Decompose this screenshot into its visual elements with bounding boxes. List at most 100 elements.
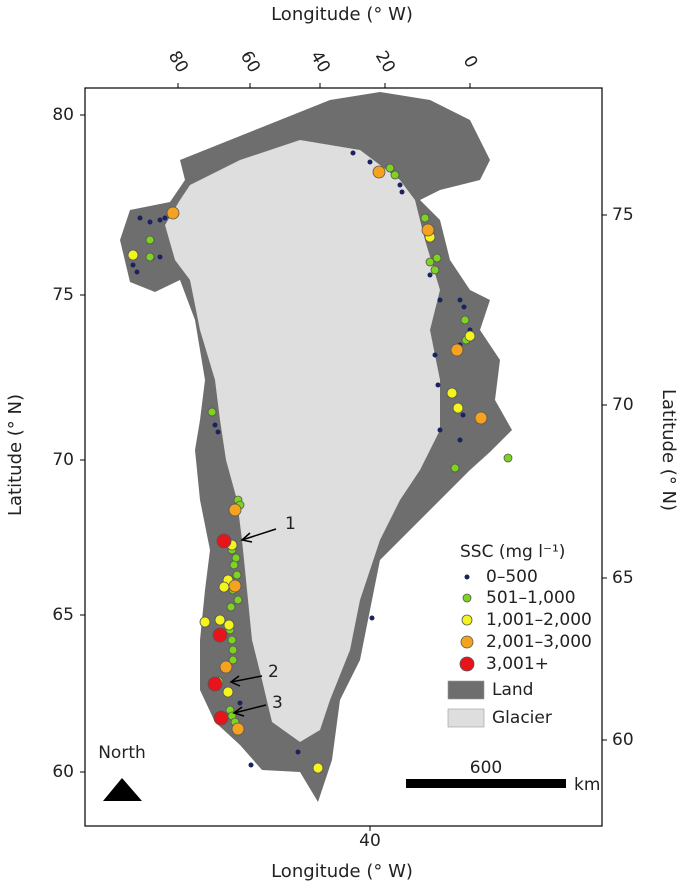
site xyxy=(464,330,476,342)
site xyxy=(452,402,464,414)
site xyxy=(216,533,232,549)
sites xyxy=(127,150,513,774)
top-tick-label: 20 xyxy=(371,48,399,77)
bottom-tick-label: 40 xyxy=(359,831,381,851)
legend: 0–500501–1,0001,001–2,0002,001–3,0003,00… xyxy=(447,567,592,728)
scale-unit: km xyxy=(574,775,600,795)
site xyxy=(222,686,234,698)
left-tick-label: 70 xyxy=(52,450,74,470)
site xyxy=(145,235,155,245)
glacier xyxy=(165,140,440,742)
top-axis-label: Longitude (° W) xyxy=(271,4,413,25)
site xyxy=(219,660,233,674)
site xyxy=(427,272,433,278)
arrow-head xyxy=(240,532,253,543)
bottom-axis-label: Longitude (° W) xyxy=(271,861,413,882)
site xyxy=(457,437,463,443)
site xyxy=(127,249,139,261)
site xyxy=(228,579,242,593)
site xyxy=(232,570,242,580)
site xyxy=(218,581,230,593)
site xyxy=(399,189,405,195)
site xyxy=(421,223,435,237)
legend-label: 1,001–2,000 xyxy=(486,610,592,630)
site xyxy=(437,297,443,303)
site xyxy=(372,165,386,179)
site xyxy=(430,265,440,275)
site xyxy=(137,215,143,221)
site xyxy=(226,602,236,612)
left-tick-label: 65 xyxy=(52,605,74,625)
site xyxy=(134,269,140,275)
site xyxy=(435,382,441,388)
site xyxy=(130,262,136,268)
left-tick-label: 75 xyxy=(52,285,74,305)
site xyxy=(350,150,356,156)
legend-label: 2,001–3,000 xyxy=(486,632,592,652)
annotation: 1 xyxy=(285,514,296,534)
scale-value: 600 xyxy=(470,758,502,778)
legend-marker xyxy=(460,635,474,649)
north-arrow xyxy=(103,778,142,801)
site xyxy=(474,411,488,425)
top-tick-label: 60 xyxy=(236,48,264,77)
site xyxy=(425,257,435,267)
north-label: North xyxy=(98,743,146,763)
top-tick-label: 80 xyxy=(164,48,192,77)
legend-marker xyxy=(459,656,475,672)
right-tick-label: 60 xyxy=(612,730,634,750)
site xyxy=(385,163,395,173)
site xyxy=(213,710,229,726)
site xyxy=(295,749,301,755)
site xyxy=(223,619,235,631)
legend-label: 0–500 xyxy=(486,567,538,587)
legend-label: Glacier xyxy=(492,708,552,728)
arrow xyxy=(233,704,267,714)
arrow xyxy=(230,675,263,683)
left-tick-label: 60 xyxy=(52,762,74,782)
site xyxy=(228,655,238,665)
site xyxy=(450,463,460,473)
site xyxy=(147,219,153,225)
site xyxy=(237,700,243,706)
site xyxy=(503,453,513,463)
site xyxy=(367,159,373,165)
site xyxy=(437,427,443,433)
legend-swatch xyxy=(447,680,485,700)
top-tick-label: 40 xyxy=(306,48,334,77)
site xyxy=(145,252,155,262)
legend-label: Land xyxy=(492,680,533,700)
site xyxy=(312,762,324,774)
legend-label: 501–1,000 xyxy=(486,588,576,608)
site xyxy=(228,503,242,517)
annotation: 2 xyxy=(268,662,279,682)
arrow-head xyxy=(232,706,245,717)
site xyxy=(157,217,163,223)
legend-swatch xyxy=(447,708,485,728)
legend-marker xyxy=(462,593,472,603)
site xyxy=(212,627,228,643)
site xyxy=(212,422,218,428)
site xyxy=(460,315,470,325)
site xyxy=(461,304,467,310)
site xyxy=(207,407,217,417)
legend-label: 3,001+ xyxy=(486,654,549,674)
site xyxy=(450,343,464,357)
legend-marker xyxy=(464,574,470,580)
site xyxy=(446,387,458,399)
site xyxy=(207,676,223,692)
site xyxy=(457,297,463,303)
site xyxy=(369,615,375,621)
left-tick-label: 80 xyxy=(52,105,74,125)
site xyxy=(420,213,430,223)
top-tick-label: 0 xyxy=(459,52,482,71)
right-tick-label: 70 xyxy=(612,395,634,415)
site xyxy=(233,595,243,605)
site xyxy=(390,170,400,180)
site xyxy=(228,645,238,655)
legend-title: SSC (mg l⁻¹) xyxy=(460,542,565,562)
site xyxy=(227,635,237,645)
scale-bar xyxy=(406,779,566,788)
site xyxy=(215,429,221,435)
site xyxy=(229,560,239,570)
